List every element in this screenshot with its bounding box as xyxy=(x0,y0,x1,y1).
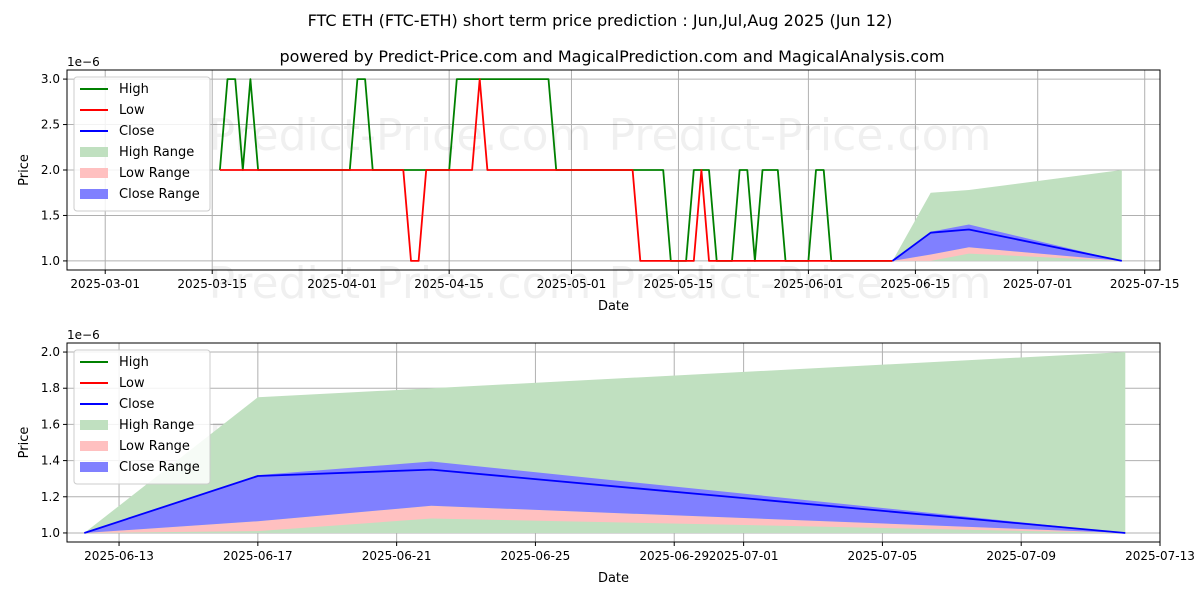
x-axis-label: Date xyxy=(598,299,629,314)
y-tick-label: 1.2 xyxy=(41,490,60,504)
plot-area xyxy=(219,78,1122,262)
legend: High Low Close High Range Low Range Close Ran… xyxy=(73,349,211,485)
x-tick-label: 2025-06-17 xyxy=(223,549,293,563)
x-tick-label: 2025-06-01 xyxy=(774,277,844,291)
x-tick-label: 2025-07-15 xyxy=(1110,277,1180,291)
y-tick-label: 1.0 xyxy=(41,254,60,268)
legend-label: Low Range xyxy=(119,439,190,454)
legend-swatch xyxy=(80,189,108,199)
x-tick-label: 2025-03-01 xyxy=(70,277,140,291)
top-panel: Predict-Price.com Predict-Price.com Predic… xyxy=(17,55,1180,314)
x-tick-label: 2025-03-15 xyxy=(177,277,247,291)
legend-label: Close xyxy=(119,397,154,412)
legend-label: Low xyxy=(119,376,145,391)
y-tick-label: 1.8 xyxy=(41,381,60,395)
legend-label: High xyxy=(119,355,149,370)
legend-label: Low xyxy=(119,103,145,118)
series-close-range-area xyxy=(84,461,1126,533)
x-tick-label: 2025-07-01 xyxy=(709,549,779,563)
x-tick-label: 2025-06-25 xyxy=(501,549,571,563)
legend-label: High xyxy=(119,82,149,97)
bottom-panel: Predict-Price.comPredict-Price.com2025-0… xyxy=(17,328,1195,586)
series-low-range-area xyxy=(892,247,1122,261)
legend: High Low Close High Range Low Range Close Ran… xyxy=(73,76,211,212)
x-tick-label: 2025-06-21 xyxy=(362,549,432,563)
series-low-range-area xyxy=(84,505,1126,533)
x-tick-label: 2025-04-15 xyxy=(414,277,484,291)
y-axis-label: Price xyxy=(17,427,32,459)
y-axis-multiplier: 1e−6 xyxy=(67,328,100,342)
chart-subtitle: powered by Predict-Price.com and Magical… xyxy=(279,47,944,66)
x-tick-label: 2025-04-01 xyxy=(307,277,377,291)
y-axis-label: Price xyxy=(17,154,32,186)
y-tick-label: 2.0 xyxy=(41,163,60,177)
x-tick-label: 2025-07-09 xyxy=(986,549,1056,563)
legend-label: High Range xyxy=(119,418,194,433)
legend-label: Close Range xyxy=(119,460,200,475)
legend-label: Low Range xyxy=(119,166,190,181)
legend-label: High Range xyxy=(119,145,194,160)
y-tick-label: 2.0 xyxy=(41,345,60,359)
y-tick-label: 1.6 xyxy=(41,417,60,431)
watermark-text: Predict-Price.com xyxy=(209,258,592,309)
x-tick-label: 2025-06-29 xyxy=(639,549,709,563)
legend-swatch xyxy=(80,168,108,178)
legend-label: Close xyxy=(119,124,154,139)
series-close-line xyxy=(891,228,1122,262)
x-tick-label: 2025-06-13 xyxy=(84,549,154,563)
watermark-text: Predict-Price.com xyxy=(609,110,992,161)
chart-title: FTC ETH (FTC-ETH) short term price predi… xyxy=(308,11,893,30)
axes-frame xyxy=(66,342,1161,543)
plot-area xyxy=(84,352,1126,534)
watermark-text: Predict-Price.com xyxy=(209,110,592,161)
series-close-range-area xyxy=(892,224,1122,261)
watermark-text: Predict-Price.com xyxy=(609,258,992,309)
legend-label: Close Range xyxy=(119,187,200,202)
legend-swatch xyxy=(80,441,108,451)
y-tick-label: 3.0 xyxy=(41,72,60,86)
series-close-line xyxy=(84,468,1126,534)
y-tick-label: 2.5 xyxy=(41,118,60,132)
y-tick-label: 1.4 xyxy=(41,454,60,468)
y-tick-label: 1.0 xyxy=(41,526,60,540)
x-axis-label: Date xyxy=(598,571,629,586)
legend-swatch xyxy=(80,462,108,472)
series-low-line xyxy=(219,78,893,262)
y-tick-label: 1.5 xyxy=(41,208,60,222)
legend-swatch xyxy=(80,420,108,430)
y-axis-multiplier: 1e−6 xyxy=(67,55,100,69)
x-tick-label: 2025-05-01 xyxy=(537,277,607,291)
x-tick-label: 2025-07-13 xyxy=(1125,549,1195,563)
x-tick-label: 2025-05-15 xyxy=(644,277,714,291)
legend-swatch xyxy=(80,147,108,157)
x-tick-label: 2025-06-15 xyxy=(881,277,951,291)
x-tick-label: 2025-07-05 xyxy=(848,549,918,563)
x-tick-label: 2025-07-01 xyxy=(1003,277,1073,291)
